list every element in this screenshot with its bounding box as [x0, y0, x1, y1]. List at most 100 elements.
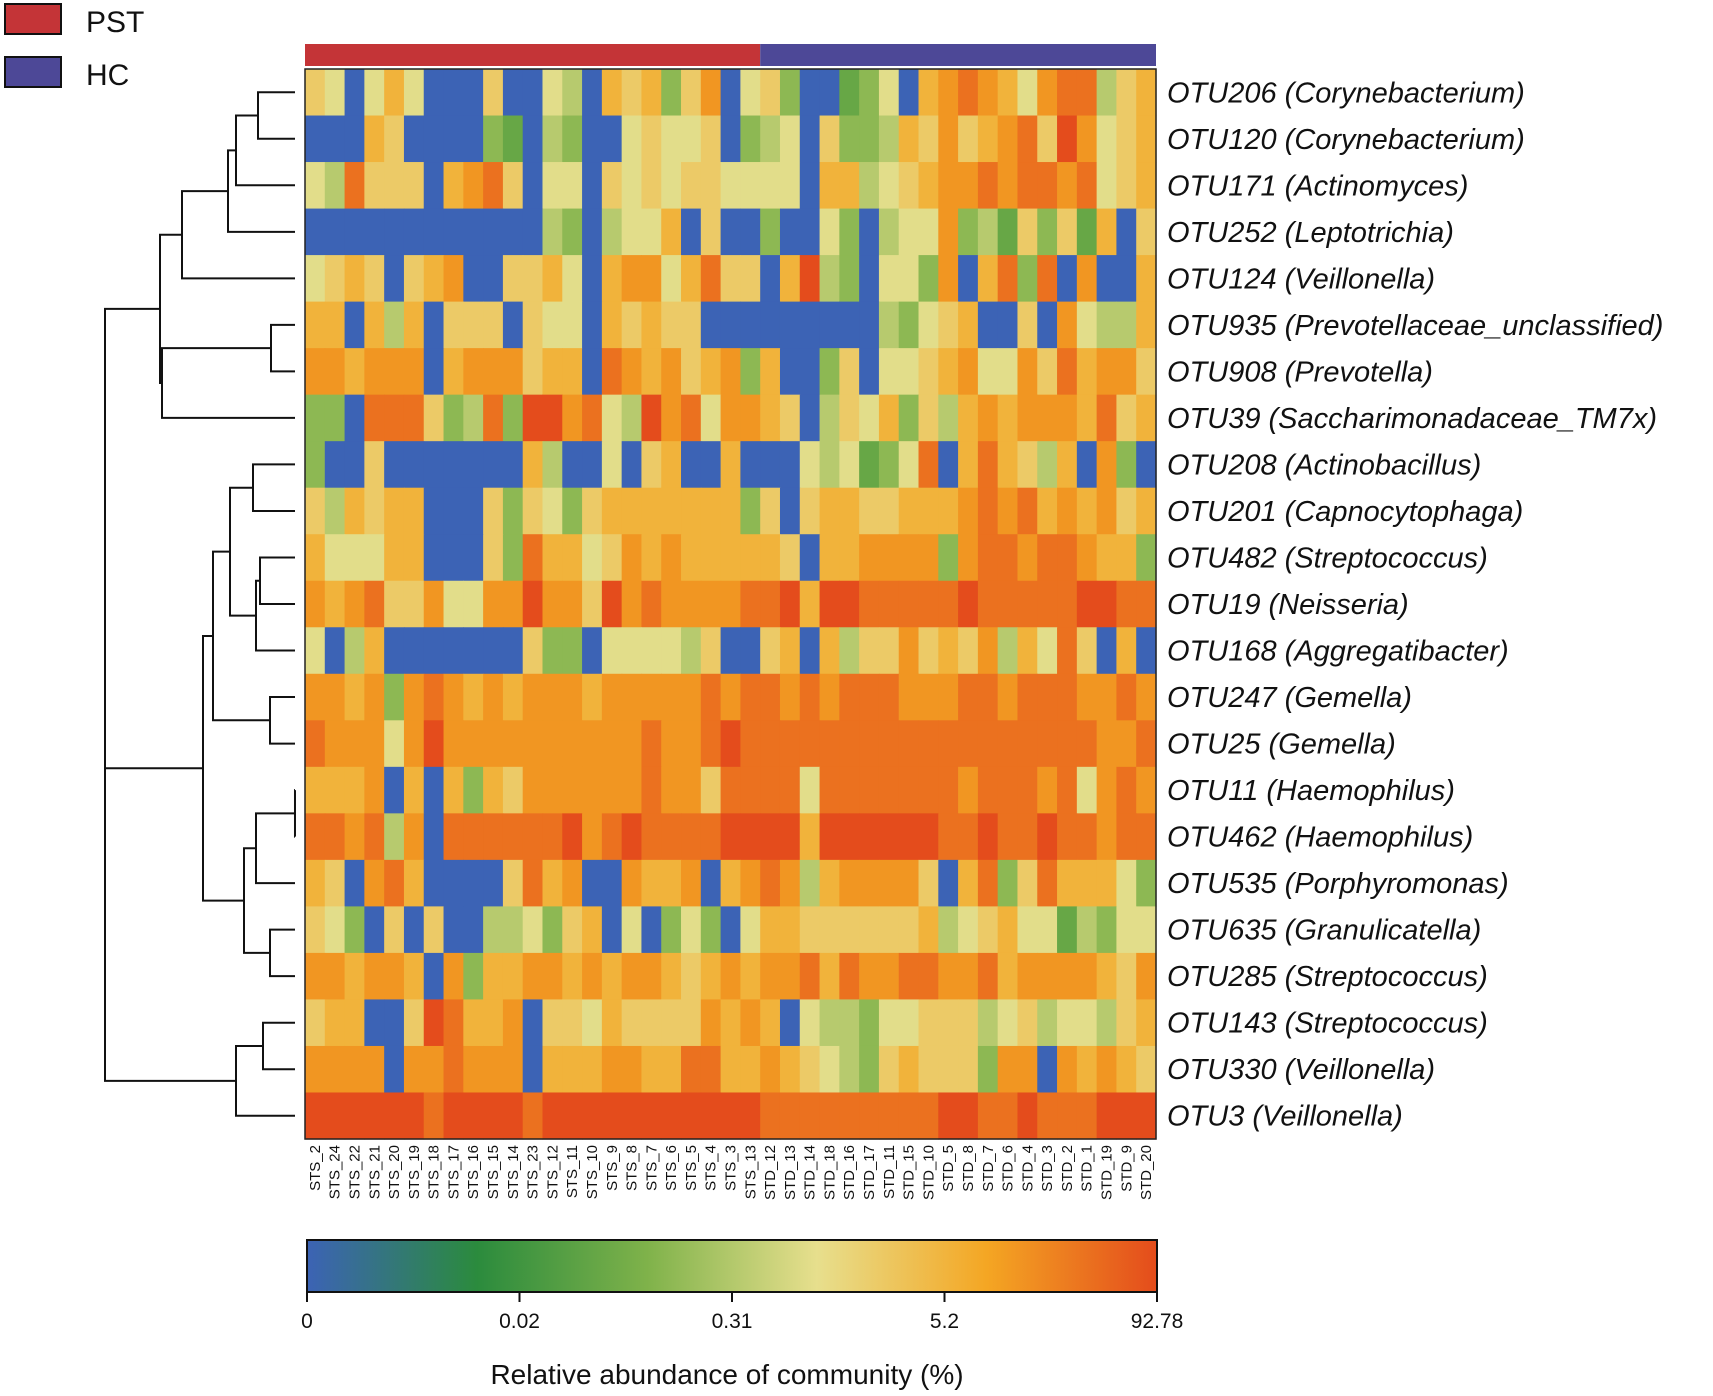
heatmap-cell — [364, 115, 385, 163]
heatmap-cell — [898, 255, 920, 303]
heatmap-cell — [997, 813, 1019, 861]
heatmap-cell — [700, 394, 722, 442]
row-label: OTU208 (Actinobacillus) — [1167, 449, 1481, 481]
heatmap-cell — [918, 208, 939, 256]
heatmap-cell — [641, 999, 662, 1047]
heatmap-cell — [681, 673, 702, 721]
column-label: STD_5 — [940, 1145, 957, 1192]
heatmap-cell — [859, 952, 880, 1001]
heatmap-cell — [740, 348, 761, 396]
heatmap-cell — [799, 348, 821, 396]
heatmap-cell — [740, 487, 761, 535]
heatmap-cell — [681, 859, 702, 907]
heatmap-cell — [364, 1092, 385, 1140]
heatmap-cell — [938, 673, 959, 721]
heatmap-cell — [621, 162, 643, 210]
heatmap-cell — [760, 627, 781, 675]
heatmap-cell — [305, 627, 326, 675]
heatmap-cell — [641, 162, 662, 210]
colorbar-tick-label: 92.78 — [1131, 1310, 1184, 1333]
heatmap-cell — [305, 162, 326, 210]
heatmap-cell — [1037, 487, 1058, 535]
heatmap-cell — [423, 394, 445, 442]
heatmap-cell — [384, 1092, 405, 1140]
heatmap-cell — [681, 1092, 702, 1140]
dendrogram-branch — [159, 233, 182, 385]
heatmap-cell — [324, 208, 346, 256]
heatmap-cell — [819, 673, 840, 721]
heatmap-cell — [443, 580, 464, 628]
heatmap-cell — [324, 1045, 346, 1094]
column-label: STD_9 — [1118, 1145, 1135, 1192]
heatmap-cell — [760, 859, 781, 907]
heatmap-cell — [344, 906, 365, 954]
heatmap-cell — [542, 301, 563, 349]
heatmap-cell — [621, 766, 643, 814]
heatmap-cell — [324, 627, 346, 675]
heatmap-cell — [700, 255, 722, 303]
heatmap-cell — [1076, 162, 1098, 210]
heatmap-cell — [443, 487, 464, 535]
heatmap-cell — [1096, 1092, 1118, 1140]
heatmap-cell — [502, 627, 524, 675]
heatmap-cell — [542, 906, 563, 954]
heatmap-cell — [760, 999, 781, 1047]
column-label: STS_9 — [604, 1145, 621, 1191]
heatmap-cell — [799, 627, 821, 675]
heatmap-cell — [779, 580, 801, 628]
heatmap-cell — [522, 255, 544, 303]
heatmap-cell — [582, 1045, 603, 1094]
heatmap-cell — [878, 69, 900, 117]
heatmap-cell — [938, 208, 959, 256]
heatmap-cell — [839, 580, 860, 628]
heatmap-cell — [463, 208, 484, 256]
heatmap-cell — [641, 1092, 662, 1140]
heatmap-cell — [305, 348, 326, 396]
heatmap-cell — [839, 115, 860, 163]
heatmap-cell — [997, 627, 1019, 675]
column-label: STS_2 — [307, 1145, 324, 1191]
heatmap-cell — [720, 162, 741, 210]
heatmap-cell — [1116, 348, 1137, 396]
heatmap-cell — [898, 534, 920, 582]
heatmap-cell — [403, 673, 425, 721]
heatmap-cell — [423, 859, 445, 907]
heatmap-cell — [364, 627, 385, 675]
heatmap-cell — [344, 255, 365, 303]
heatmap-cell — [799, 394, 821, 442]
heatmap-cell — [760, 441, 781, 489]
heatmap-cell — [542, 348, 563, 396]
heatmap-cell — [403, 952, 425, 1001]
heatmap-cell — [1076, 627, 1098, 675]
heatmap-cell — [700, 208, 722, 256]
heatmap-cell — [483, 69, 504, 117]
heatmap-cell — [997, 673, 1019, 721]
dendrogram-branch — [202, 634, 244, 902]
dendrogram-branch — [104, 538, 236, 1082]
column-labels: STS_2 STS_24 STS_22 STS_21 STS_20 STS_19 STS_1… — [307, 1145, 1155, 1200]
heatmap-cell — [582, 1092, 603, 1140]
heatmap-cell — [839, 952, 860, 1001]
heatmap-cell — [720, 673, 741, 721]
heatmap-cell — [483, 906, 504, 954]
heatmap-cell — [859, 1045, 880, 1094]
heatmap-cell — [621, 673, 643, 721]
heatmap-cell — [918, 69, 939, 117]
heatmap-cell — [1116, 906, 1137, 954]
heatmap-cell — [898, 208, 920, 256]
heatmap-cell — [463, 441, 484, 489]
heatmap-cell — [958, 115, 979, 163]
heatmap-cell — [977, 952, 999, 1001]
heatmap-cell — [1096, 487, 1118, 535]
heatmap-cell — [700, 115, 722, 163]
heatmap-cell — [582, 766, 603, 814]
heatmap-cell — [601, 487, 623, 535]
heatmap-cell — [364, 487, 385, 535]
heatmap-cell — [938, 115, 959, 163]
heatmap-cell — [760, 1045, 781, 1094]
heatmap-cell — [522, 720, 544, 768]
heatmap-cell — [324, 1092, 346, 1140]
heatmap-cell — [859, 301, 880, 349]
heatmap-cell — [1076, 906, 1098, 954]
heatmap-cell — [779, 69, 801, 117]
